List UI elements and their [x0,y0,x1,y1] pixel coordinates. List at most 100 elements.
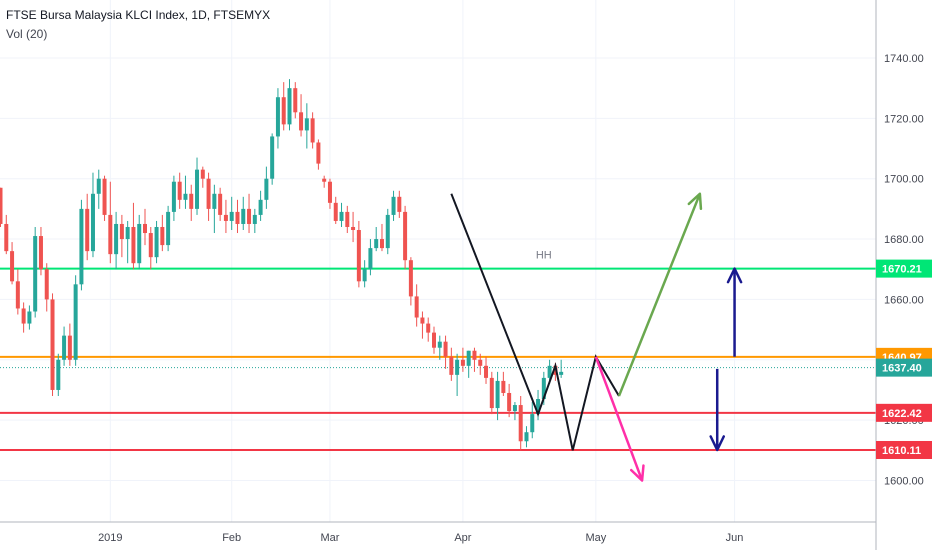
candle-body [287,88,292,125]
candle-body [177,181,182,200]
candle-body [403,211,408,261]
candle-body [183,193,188,200]
candle-body [518,405,523,442]
candle-body [472,350,477,360]
time-axis[interactable]: 2019 Feb Mar Apr May Jun [98,532,743,544]
price-badge-label: 1637.40 [882,363,922,375]
candle-body [316,142,321,164]
candle-body [50,299,55,390]
x-tick-label: Apr [454,532,471,544]
candle-body [119,223,124,240]
y-tick-label: 1700.00 [884,174,924,186]
candle-body [362,269,367,282]
candle-body [408,260,413,297]
candle-body [96,178,101,194]
candle-body [547,365,552,378]
candle-body [247,208,252,224]
candle-body [79,208,84,285]
candle-body [310,118,315,143]
candle-body [85,208,90,252]
candle-body [339,211,344,221]
x-tick-label: 2019 [98,532,122,544]
candle-body [345,211,350,227]
candle-body [235,211,240,224]
price-badge-label: 1670.21 [882,264,922,276]
candle-body [90,193,95,252]
candle-body [327,181,332,203]
candle-body [478,359,483,366]
candle-body [137,223,142,264]
candle-body [489,377,494,409]
x-tick-label: Mar [320,532,339,544]
candle-body [0,187,3,224]
drawings: HH [450,192,743,482]
candle-body [351,226,356,231]
candle-body [143,223,147,234]
candle-body [420,317,425,324]
candle-body [495,380,500,409]
candle-body [171,181,176,212]
candle-body [4,223,9,252]
y-tick-label: 1600.00 [884,476,924,488]
candle-body [62,335,67,360]
measure-arrow[interactable] [726,267,743,357]
candle-body [200,169,205,179]
candle-body [374,239,379,249]
candle-body [44,269,49,300]
candle-body [229,211,234,221]
candle-body [102,178,107,215]
candle-body [189,193,194,209]
price-badge: 1610.11 [876,440,932,459]
candle-body [397,196,402,212]
y-tick-label: 1740.00 [884,53,924,65]
candle-body [391,196,396,215]
candles [0,79,564,451]
candle-body [258,199,263,215]
candle-body [108,214,113,255]
candle-body [125,226,130,240]
candle-body [484,365,489,378]
candle-body [299,112,304,131]
candle-body [449,356,454,375]
trend-arrow[interactable] [594,356,645,482]
candle-body [73,284,78,360]
candle-body [541,377,546,400]
indicator-label[interactable]: Vol (20) [6,27,48,41]
candle-body [281,97,286,125]
y-tick-label: 1680.00 [884,234,924,246]
measure-arrow[interactable] [709,368,725,452]
candle-body [148,233,153,258]
candle-body [166,211,171,246]
candle-body [356,230,361,282]
candle-body [154,226,159,258]
chart-title: FTSE Bursa Malaysia KLCI Index, 1D, FTSE… [6,8,271,22]
candle-body [38,236,43,270]
candle-body [512,405,517,412]
x-tick-label: Feb [222,532,241,544]
candle-body [426,323,431,333]
candle-body [33,236,38,312]
candle-body [524,432,529,442]
candle-body [56,359,61,390]
candle-body [501,380,506,393]
candle-body [15,281,20,309]
horizontal-levels [0,267,876,451]
candle-body [293,88,298,113]
candle-body [455,359,460,375]
grid [0,0,876,522]
candle-body [264,178,269,200]
candle-body [460,359,465,366]
candle-body [304,118,309,131]
price-badge: 1622.42 [876,403,932,422]
price-badge: 1670.21 [876,259,932,278]
candle-body [333,202,338,221]
zigzag-pattern[interactable] [450,193,620,451]
candle-body [270,136,275,179]
candle-body [432,332,436,348]
candle-body [379,239,384,249]
y-tick-label: 1660.00 [884,294,924,306]
trend-arrow[interactable] [617,192,703,397]
candle-body [131,226,136,264]
